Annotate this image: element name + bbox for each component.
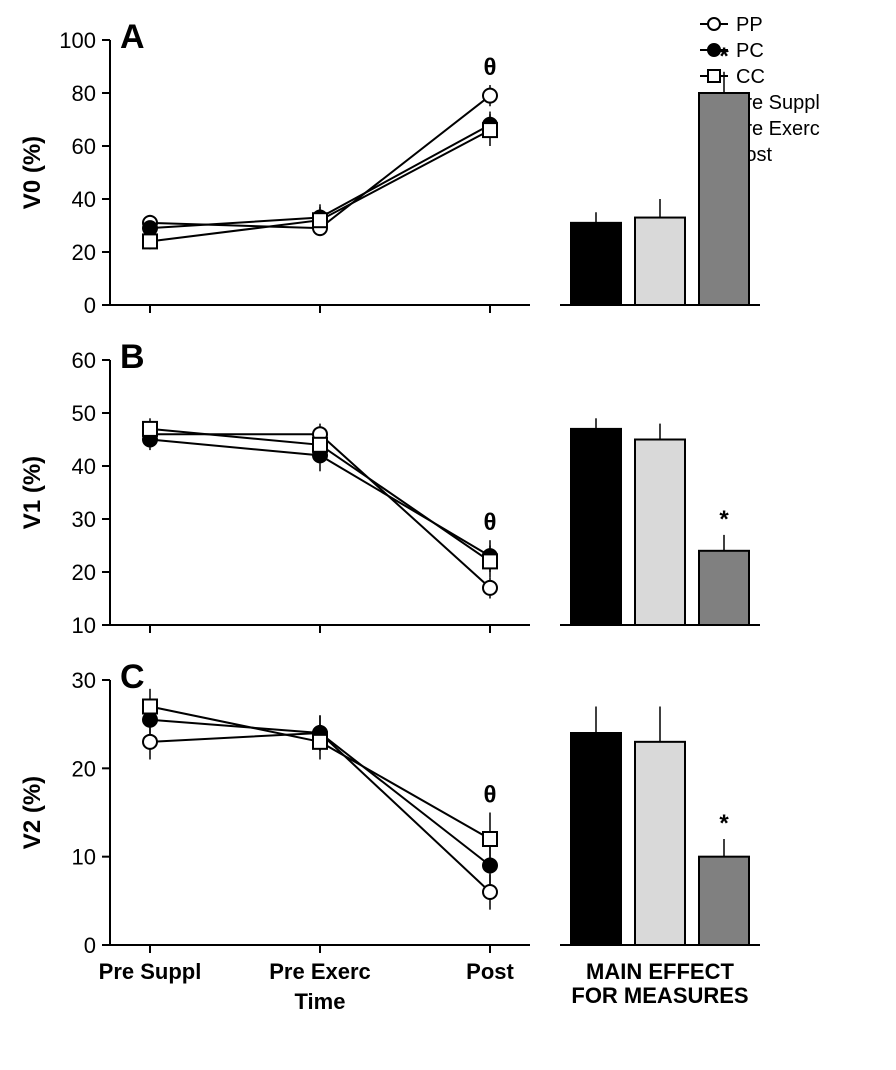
bar-section-label: FOR MEASURES (571, 983, 748, 1008)
y-tick-label: 10 (72, 613, 96, 638)
x-axis-title: Time (295, 989, 346, 1014)
legend-label: CC (736, 66, 765, 88)
bar (635, 218, 685, 305)
bar (635, 742, 685, 945)
y-tick-label: 60 (72, 348, 96, 373)
bar-section-label: MAIN EFFECT (586, 959, 734, 984)
panel-letter: A (120, 18, 145, 56)
y-tick-label: 20 (72, 240, 96, 265)
y-tick-label: 10 (72, 845, 96, 870)
y-tick-label: 60 (72, 134, 96, 159)
legend-label: PP (736, 14, 763, 36)
theta-annotation: θ (484, 54, 497, 81)
y-axis-label: V0 (%) (19, 136, 46, 209)
bar (571, 223, 621, 305)
y-axis-label: V1 (%) (19, 456, 46, 529)
figure-root: PPPCCCPre SupplPre ExercPost020406080100… (0, 0, 896, 1070)
y-tick-label: 40 (72, 187, 96, 212)
y-tick-label: 30 (72, 507, 96, 532)
bar (699, 551, 749, 625)
chart-svg: PPPCCCPre SupplPre ExercPost020406080100… (0, 0, 896, 1070)
x-tick-label: Pre Exerc (269, 959, 371, 984)
bar (699, 93, 749, 305)
y-tick-label: 50 (72, 401, 96, 426)
bar (571, 733, 621, 945)
theta-annotation: θ (484, 509, 497, 536)
star-annotation: * (719, 506, 729, 533)
y-tick-label: 0 (84, 293, 96, 318)
x-tick-label: Post (466, 959, 514, 984)
bar (699, 857, 749, 945)
y-tick-label: 40 (72, 454, 96, 479)
bar (571, 429, 621, 625)
y-axis-label: V2 (%) (19, 776, 46, 849)
y-tick-label: 0 (84, 933, 96, 958)
panel-letter: C (120, 658, 145, 696)
y-tick-label: 30 (72, 668, 96, 693)
y-tick-label: 20 (72, 560, 96, 585)
x-tick-label: Pre Suppl (99, 959, 202, 984)
theta-annotation: θ (484, 782, 497, 809)
legend-label: PC (736, 40, 764, 62)
y-tick-label: 100 (59, 28, 96, 53)
y-tick-label: 80 (72, 81, 96, 106)
panel-letter: B (120, 338, 145, 376)
star-annotation: * (719, 43, 729, 70)
bar (635, 440, 685, 626)
y-tick-label: 20 (72, 756, 96, 781)
star-annotation: * (719, 810, 729, 837)
